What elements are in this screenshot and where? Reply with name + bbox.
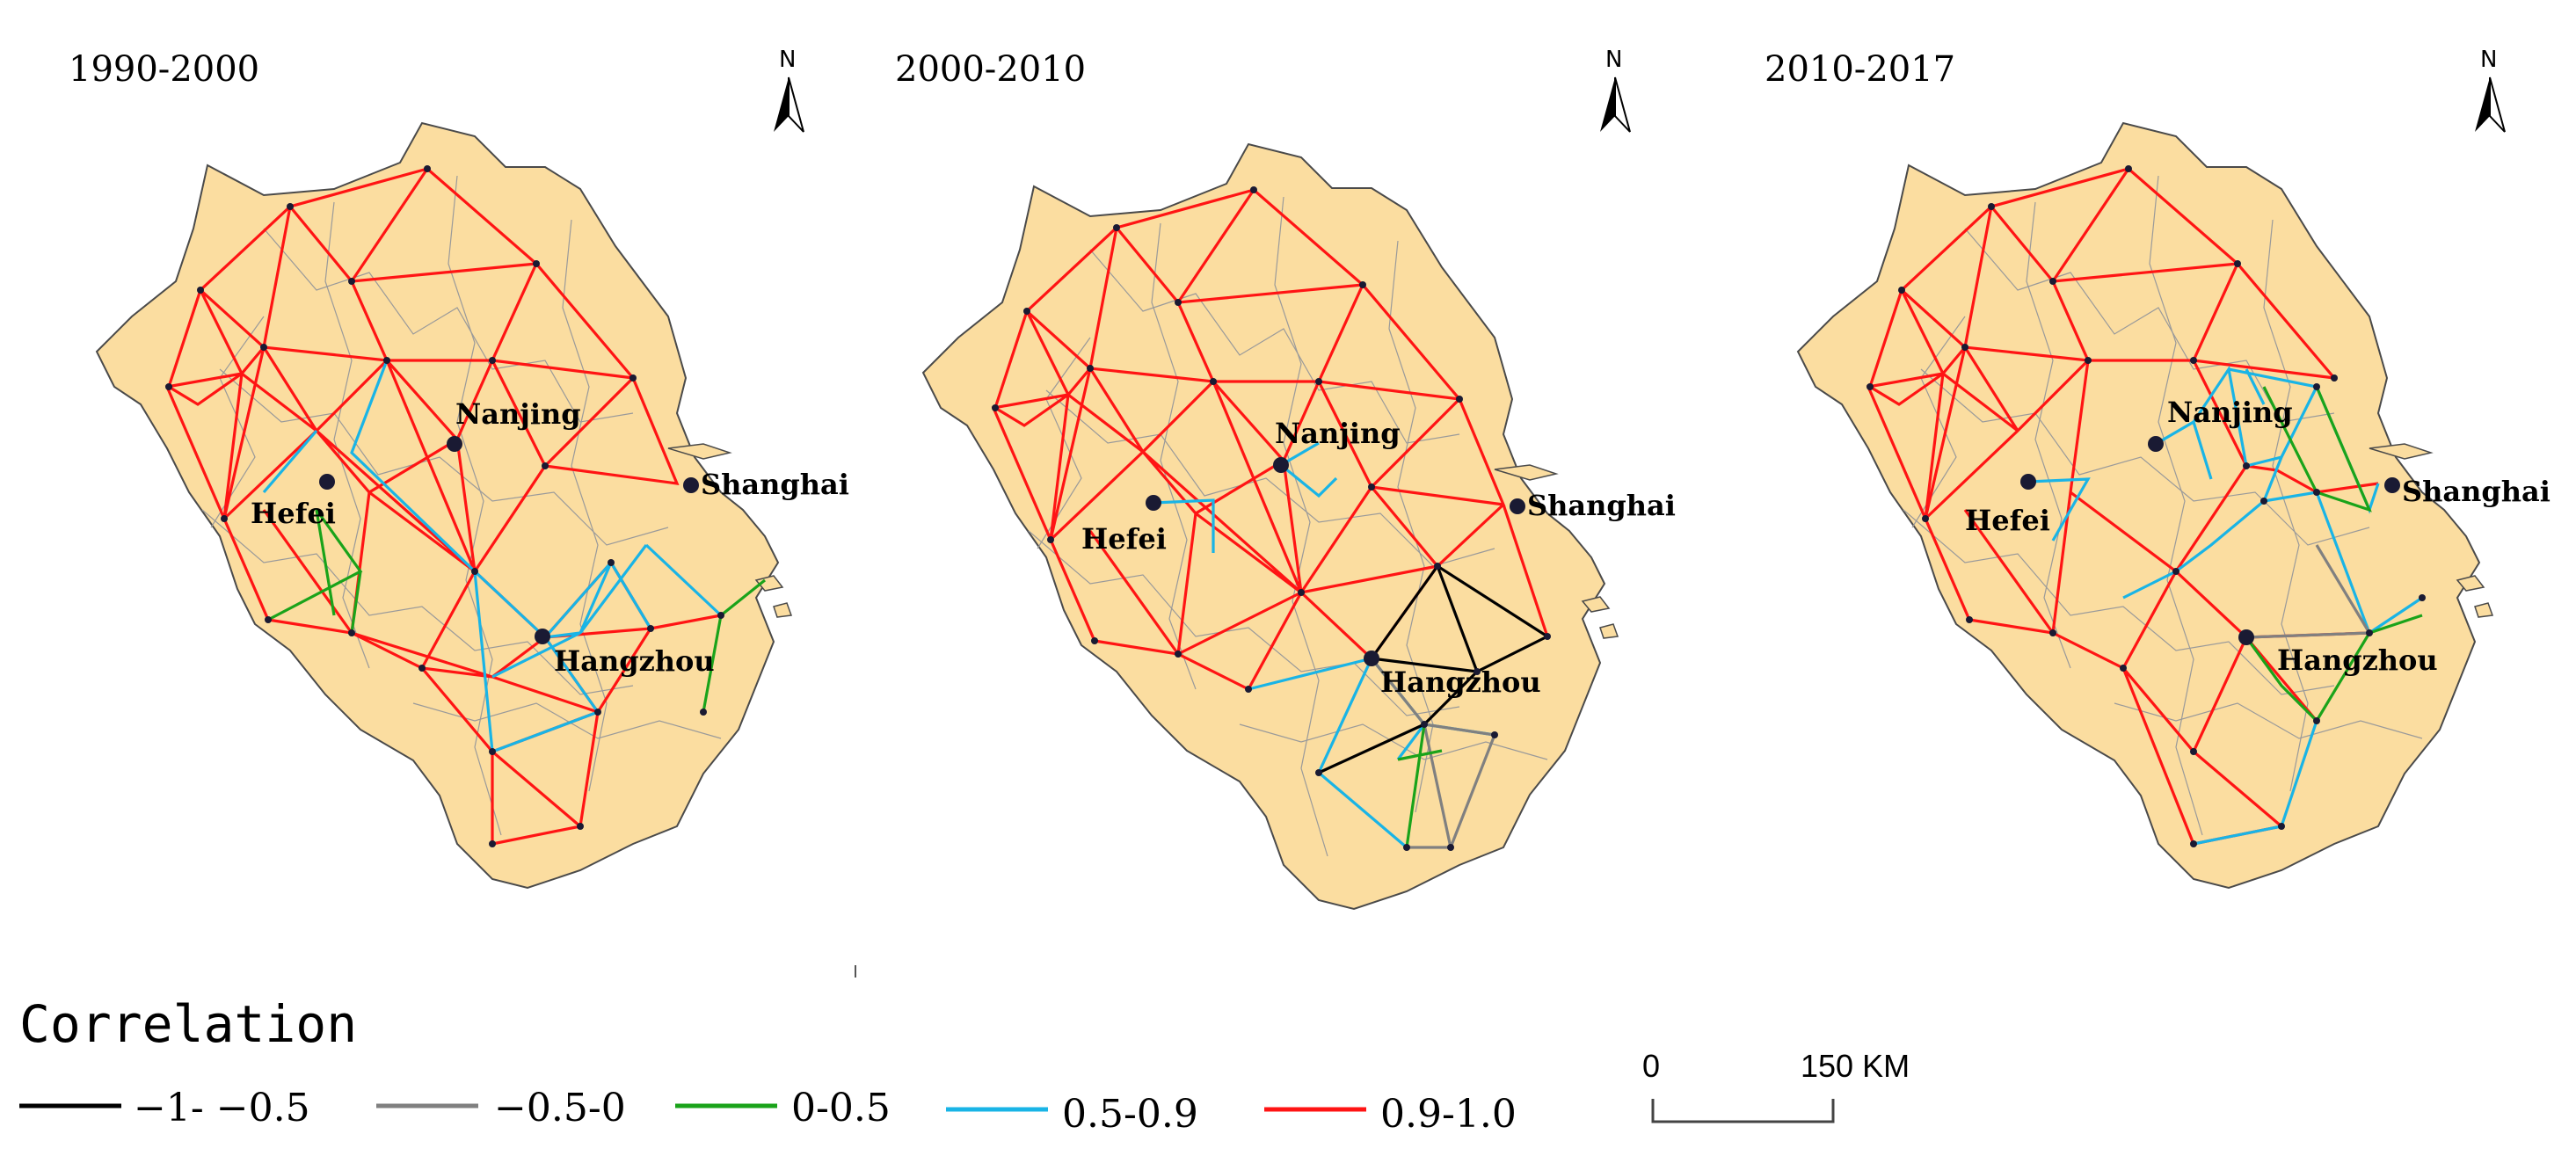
correlation-network bbox=[1866, 166, 2423, 846]
label-nanjing: Nanjing bbox=[455, 397, 581, 431]
legend-item-neg1-neg05: −1‐ −0.5 bbox=[19, 1086, 310, 1130]
region-map bbox=[1797, 122, 2480, 889]
legend-item-05-09: 0.5‐0.9 bbox=[946, 1092, 1198, 1137]
legend-item-neg05-0: −0.5‐0 bbox=[376, 1086, 626, 1130]
city-nodes bbox=[165, 165, 724, 847]
label-hangzhou: Hangzhou bbox=[1380, 665, 1541, 699]
city-nodes bbox=[992, 186, 1551, 851]
svg-text:−0.5‐0: −0.5‐0 bbox=[494, 1086, 626, 1130]
north-arrow: N bbox=[2475, 47, 2506, 133]
shanghai-islands bbox=[667, 443, 793, 618]
svg-text:0.5‐0.9: 0.5‐0.9 bbox=[1062, 1092, 1198, 1137]
scale-start: 0 bbox=[1642, 1048, 1660, 1084]
label-hefei: Hefei bbox=[1081, 522, 1167, 556]
label-shanghai: Shanghai bbox=[1527, 489, 1676, 522]
svg-text:−1‐ −0.5: −1‐ −0.5 bbox=[134, 1086, 310, 1130]
region-map bbox=[96, 122, 779, 889]
map-panel-2010-2017: 2010-2017 N Hefei Nanjing Hangzhou Sha bbox=[1765, 47, 2551, 889]
label-shanghai: Shanghai bbox=[701, 468, 849, 501]
panel-title: 2000-2010 bbox=[895, 49, 1086, 90]
legend-title: Correlation bbox=[19, 994, 357, 1054]
city-nodes bbox=[1867, 165, 2426, 847]
panel-title: 2010-2017 bbox=[1765, 49, 1955, 90]
map-panel-1990-2000: 1990-2000 N Hefei Nanjing Hangzhou Shang… bbox=[69, 47, 849, 889]
legend-item-0-05: 0‐0.5 bbox=[675, 1086, 891, 1130]
label-shanghai: Shanghai bbox=[2402, 475, 2551, 508]
city-labels: Hefei Nanjing Hangzhou Shanghai bbox=[1965, 396, 2551, 677]
north-arrow: N bbox=[774, 47, 804, 133]
legend-item-09-10: 0.9‐1.0 bbox=[1264, 1092, 1517, 1137]
label-hangzhou: Hangzhou bbox=[2277, 643, 2438, 677]
label-hefei: Hefei bbox=[1965, 504, 2050, 537]
svg-text:0‐0.5: 0‐0.5 bbox=[791, 1086, 891, 1130]
shanghai-islands bbox=[1494, 464, 1619, 639]
north-arrow: N bbox=[1600, 47, 1631, 133]
panel-title: 1990-2000 bbox=[69, 49, 259, 90]
svg-text:0.9‐1.0: 0.9‐1.0 bbox=[1380, 1092, 1517, 1137]
city-labels: Hefei Nanjing Hangzhou Shanghai bbox=[251, 397, 849, 678]
shanghai-islands bbox=[2369, 443, 2494, 618]
svg-text:N: N bbox=[1605, 47, 1622, 73]
label-hangzhou: Hangzhou bbox=[554, 644, 715, 678]
label-hefei: Hefei bbox=[251, 497, 336, 530]
correlation-network bbox=[164, 166, 766, 846]
label-nanjing: Nanjing bbox=[1275, 417, 1401, 450]
scale-end: 150 KM bbox=[1801, 1048, 1910, 1084]
label-nanjing: Nanjing bbox=[2167, 396, 2293, 429]
svg-text:N: N bbox=[779, 47, 796, 73]
legend: Correlation −1‐ −0.5 −0.5‐0 0‐0.5 0.5‐0.… bbox=[19, 994, 1517, 1137]
region-map bbox=[922, 143, 1605, 910]
map-panel-2000-2010: 2000-2010 N Hefei Nanjing Hangzhou bbox=[895, 47, 1676, 910]
svg-text:N: N bbox=[2480, 47, 2497, 73]
scale-bar: 0 150 KM bbox=[1642, 1048, 1910, 1123]
city-labels: Hefei Nanjing Hangzhou Shanghai bbox=[1081, 417, 1676, 699]
